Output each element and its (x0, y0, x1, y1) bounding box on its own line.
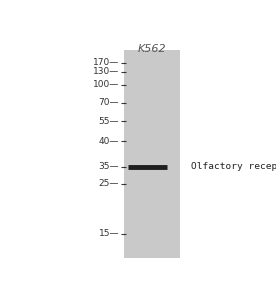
Text: K562: K562 (138, 44, 166, 54)
Text: 130—: 130— (93, 67, 119, 76)
Text: 100—: 100— (93, 80, 119, 89)
Text: 25—: 25— (99, 179, 119, 188)
Text: Olfactory receptor 4L1: Olfactory receptor 4L1 (191, 162, 276, 171)
Bar (124, 50, 180, 258)
Text: 40—: 40— (99, 136, 119, 146)
Text: 70—: 70— (99, 98, 119, 107)
Text: 170—: 170— (93, 58, 119, 67)
Text: 35—: 35— (99, 162, 119, 171)
Text: 15—: 15— (99, 229, 119, 238)
Text: 55—: 55— (99, 117, 119, 126)
